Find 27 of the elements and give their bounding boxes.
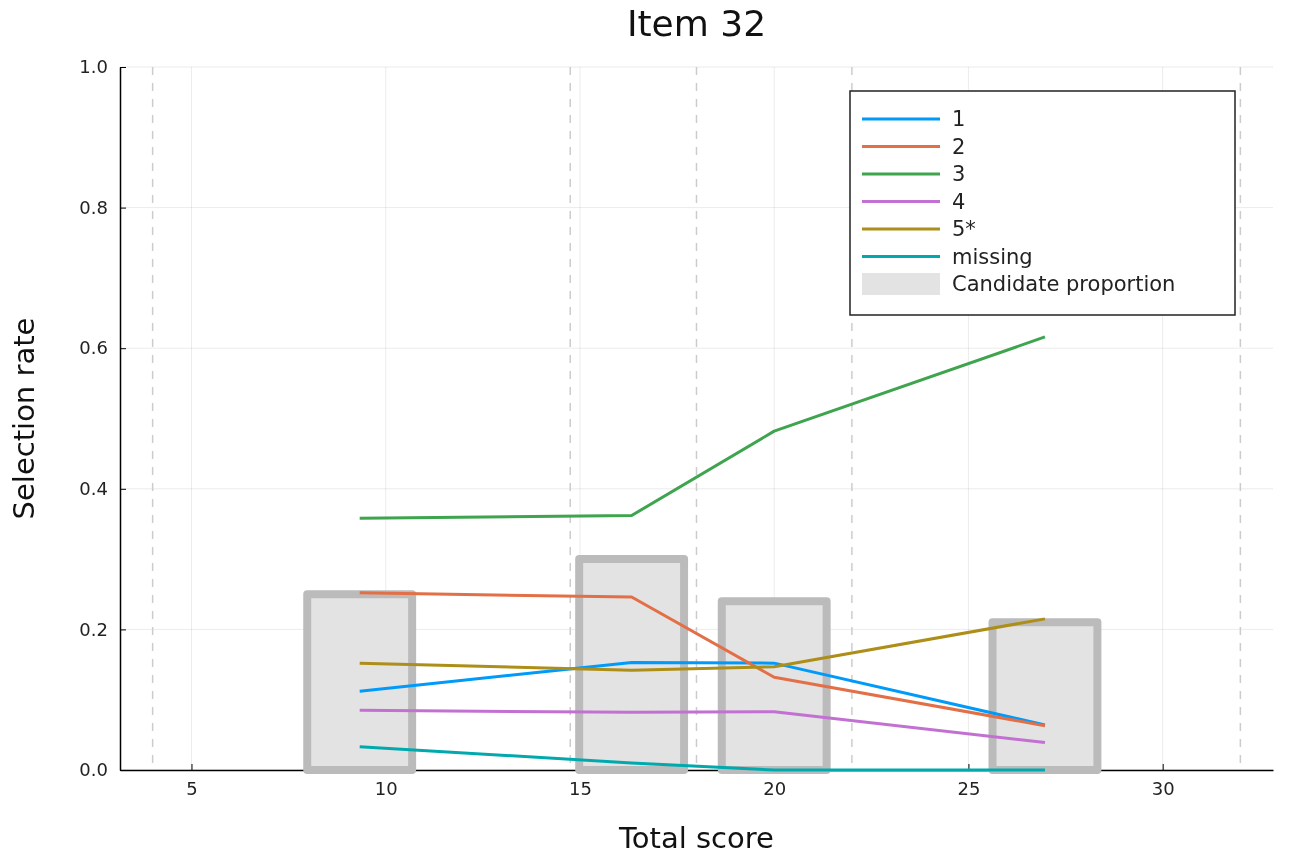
y-tick-label: 0.4 [79,478,108,500]
legend-label: 3 [952,162,966,186]
x-tick-label: 10 [374,777,398,799]
chart-title: Item 32 [626,3,767,44]
y-tick-label: 1.0 [79,56,108,78]
y-tick-label: 0.0 [79,759,108,781]
legend-label: 4 [952,189,966,214]
line-series [358,591,1047,728]
x-tick-label: 25 [957,777,981,799]
legend-label: Candidate proportion [952,272,1176,296]
legend-label: missing [952,244,1033,269]
y-axis-title: Selection rate [7,317,41,520]
line-series [358,335,1047,520]
line-series [358,660,1047,727]
line-series [358,617,1047,672]
y-tick-label: 0.2 [79,618,108,640]
x-tick-label: 5 [186,777,198,799]
legend-label: 5* [952,217,976,241]
y-tick-label: 0.6 [79,337,108,359]
legend-label: 1 [952,107,966,131]
line-series [358,708,1047,745]
legend-label: 2 [952,134,966,159]
x-axis-title: Total score [618,821,774,855]
y-tick-label: 0.8 [79,196,108,218]
x-tick-label: 30 [1151,777,1175,799]
x-tick-label: 15 [569,777,592,799]
x-tick-label: 20 [763,777,787,799]
